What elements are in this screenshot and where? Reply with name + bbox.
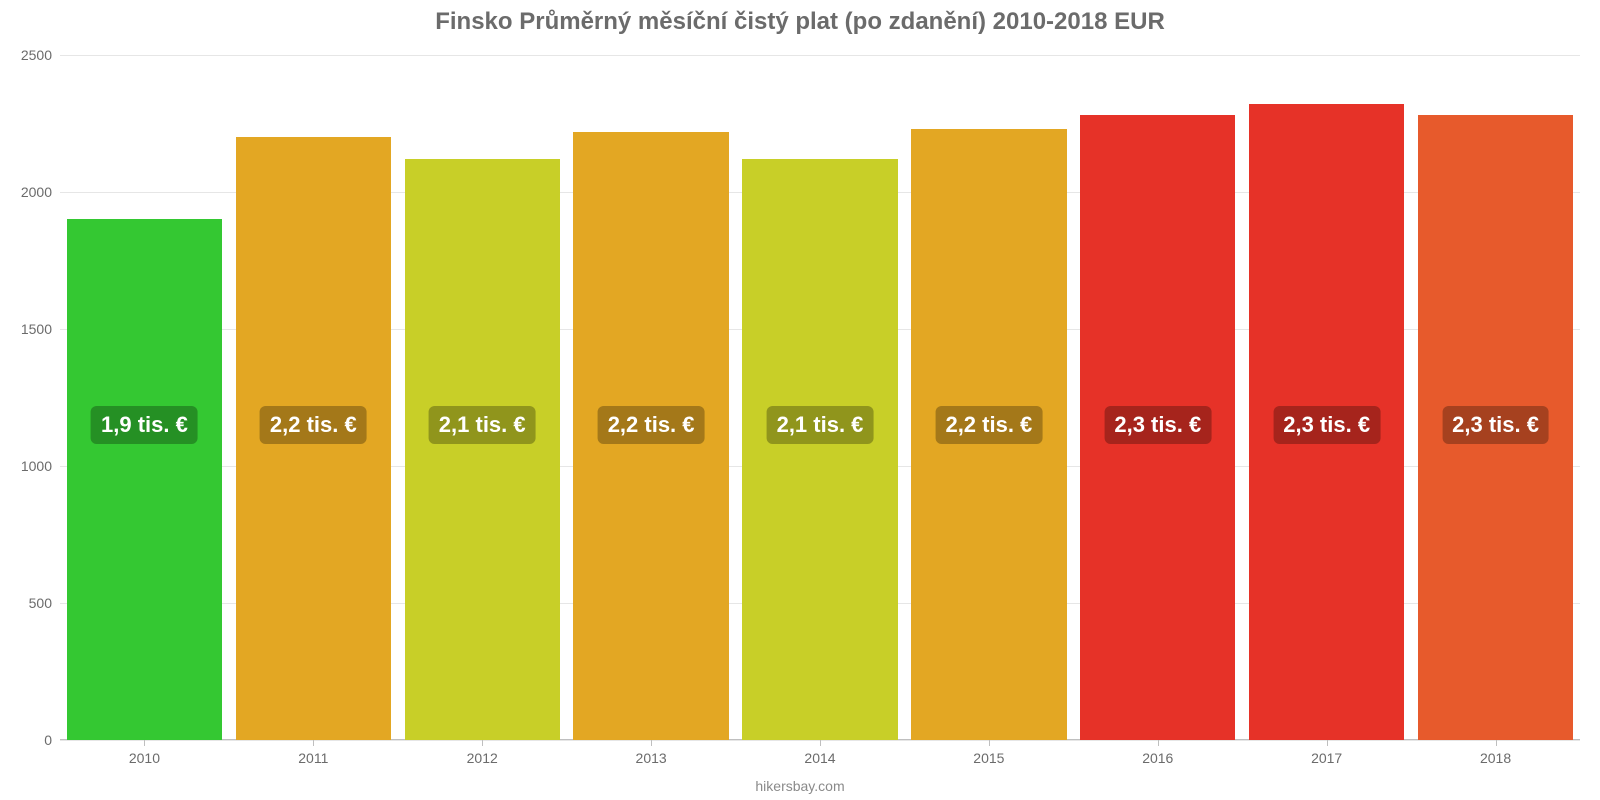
- bar: [742, 159, 897, 740]
- bar-value-label: 2,3 tis. €: [1104, 406, 1211, 444]
- bar-value-label: 2,2 tis. €: [935, 406, 1042, 444]
- x-tick-label: 2013: [636, 740, 667, 766]
- x-tick-label: 2016: [1142, 740, 1173, 766]
- chart-title: Finsko Průměrný měsíční čistý plat (po z…: [0, 8, 1600, 36]
- x-tick-label: 2010: [129, 740, 160, 766]
- bar: [67, 219, 222, 740]
- bar-value-label: 2,1 tis. €: [767, 406, 874, 444]
- bar-value-label: 2,2 tis. €: [260, 406, 367, 444]
- x-tick-label: 2011: [298, 740, 328, 766]
- x-tick-label: 2015: [973, 740, 1004, 766]
- bar-value-label: 2,1 tis. €: [429, 406, 536, 444]
- bar: [405, 159, 560, 740]
- y-tick-label: 2000: [21, 184, 60, 200]
- bar-value-label: 2,3 tis. €: [1273, 406, 1380, 444]
- y-tick-label: 0: [44, 732, 60, 748]
- gridline: [60, 55, 1580, 56]
- x-tick-label: 2017: [1311, 740, 1342, 766]
- chart-container: Finsko Průměrný měsíční čistý plat (po z…: [0, 0, 1600, 800]
- x-tick-label: 2012: [467, 740, 498, 766]
- y-tick-label: 2500: [21, 47, 60, 63]
- x-tick-label: 2018: [1480, 740, 1511, 766]
- chart-footer: hikersbay.com: [0, 778, 1600, 794]
- y-tick-label: 1500: [21, 321, 60, 337]
- bar-value-label: 2,3 tis. €: [1442, 406, 1549, 444]
- plot-area: 0500100015002000250020101,9 tis. €20112,…: [60, 55, 1580, 740]
- y-tick-label: 1000: [21, 458, 60, 474]
- x-tick-label: 2014: [804, 740, 835, 766]
- y-tick-label: 500: [29, 595, 60, 611]
- bar-value-label: 2,2 tis. €: [598, 406, 705, 444]
- bar-value-label: 1,9 tis. €: [91, 406, 198, 444]
